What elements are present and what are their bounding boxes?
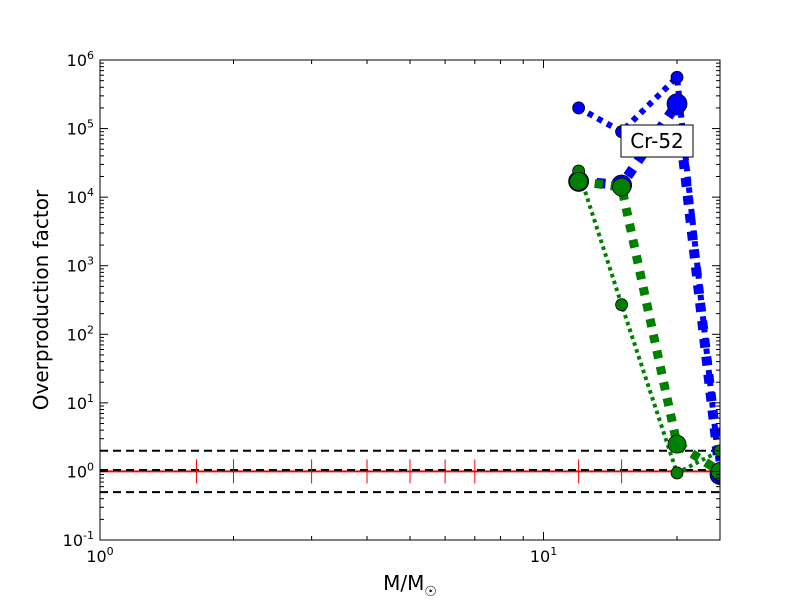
series-0-point <box>670 70 684 84</box>
y-tick-label: 100 <box>67 460 94 481</box>
x-axis-label-symbol: ☉ <box>424 584 437 600</box>
y-tick-label-base: 10 <box>63 531 83 550</box>
y-tick-label-exp: 4 <box>87 186 94 199</box>
plot-area <box>100 70 720 494</box>
x-tick-label-exp: 1 <box>550 545 557 558</box>
series-2-line <box>576 170 720 476</box>
y-tick-label-base: 10 <box>67 120 87 139</box>
x-tick-label: 101 <box>530 545 557 566</box>
y-tick-label: 101 <box>67 392 94 413</box>
series-2-point <box>670 466 684 480</box>
x-tick-label-base: 10 <box>530 547 550 566</box>
y-tick-label-exp: 3 <box>87 255 94 268</box>
series-0-point <box>572 101 586 115</box>
y-tick-label-base: 10 <box>67 188 87 207</box>
y-tick-label: 10-1 <box>63 529 94 550</box>
y-tick-label: 106 <box>67 49 94 70</box>
y-tick-label-base: 10 <box>67 394 87 413</box>
y-tick-label-exp: 0 <box>87 460 94 473</box>
series-2-point <box>615 298 629 312</box>
x-axis-label: M/M☉ <box>383 571 437 600</box>
y-tick-label: 105 <box>67 118 94 139</box>
y-axis-label: Overproduction factor <box>29 189 53 410</box>
y-tick-label-exp: 6 <box>87 49 94 62</box>
series-0-line <box>577 70 720 475</box>
series-3-point <box>667 434 687 454</box>
y-tick-label: 104 <box>67 186 94 207</box>
y-tick-label-base: 10 <box>67 462 87 481</box>
x-tick-label: 100 <box>86 545 113 566</box>
x-tick-label-base: 10 <box>86 547 106 566</box>
x-tick-label-exp: 0 <box>107 545 114 558</box>
y-tick-label-exp: 1 <box>87 392 94 405</box>
y-tick-label-base: 10 <box>67 257 87 276</box>
annotation-label: Cr-52 <box>630 129 684 153</box>
y-tick-label-exp: 2 <box>87 323 94 336</box>
y-tick-label-exp: -1 <box>83 529 94 542</box>
x-axis-label-text: M/M <box>383 571 424 595</box>
series-3-point <box>569 171 589 191</box>
y-tick-label-base: 10 <box>67 51 87 70</box>
annotation-box: Cr-52 <box>620 124 694 158</box>
series-3-line <box>577 176 720 476</box>
series-3-point <box>612 177 632 197</box>
y-tick-label-base: 10 <box>67 325 87 344</box>
series-1-point <box>666 93 688 115</box>
annotation-frame <box>620 124 694 158</box>
y-tick-label: 103 <box>67 255 94 276</box>
y-tick-label-exp: 5 <box>87 118 94 131</box>
y-tick-label: 102 <box>67 323 94 344</box>
